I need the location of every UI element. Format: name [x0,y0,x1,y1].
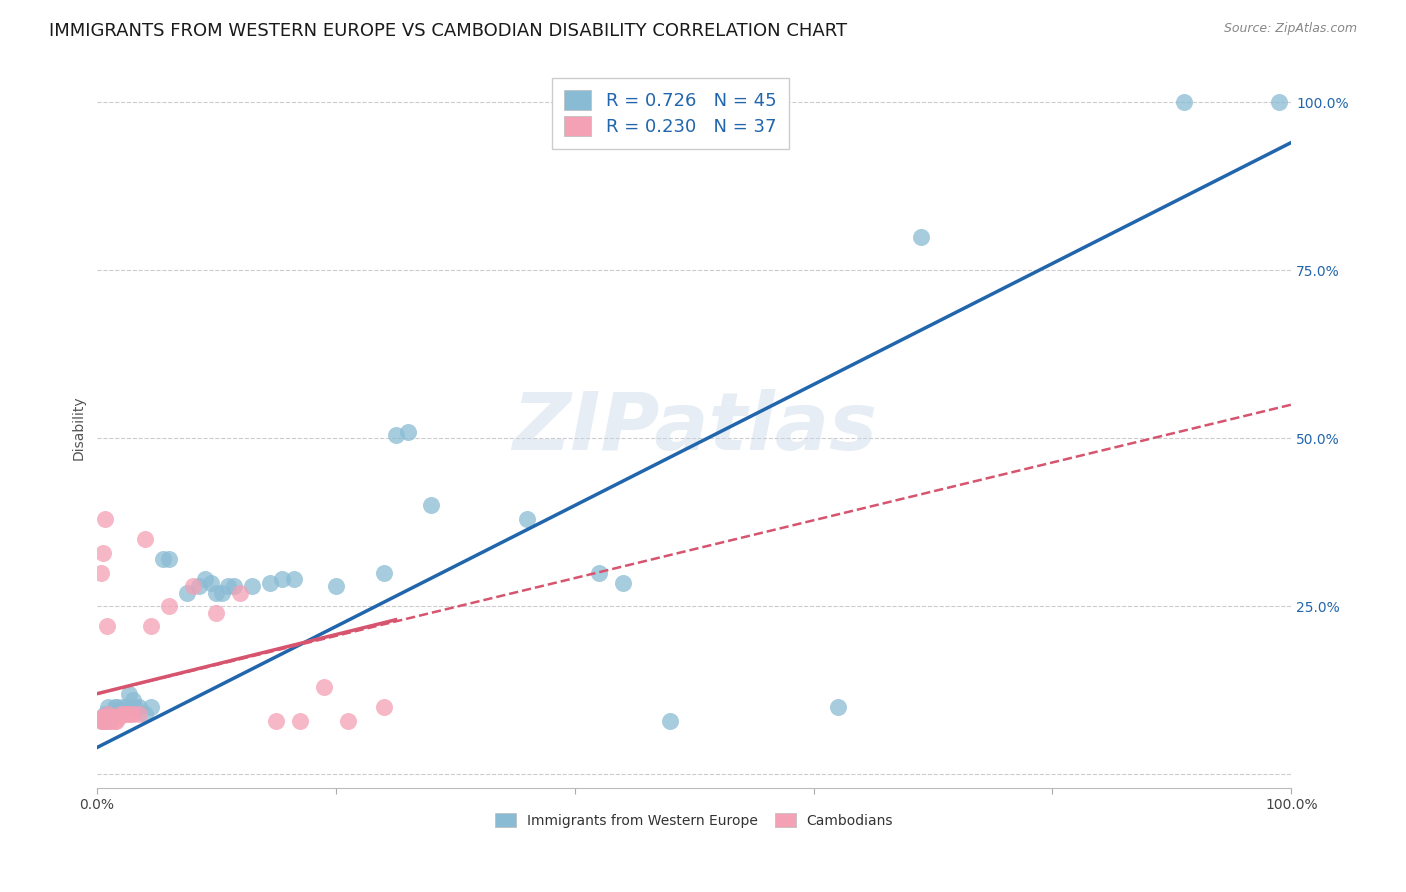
Point [90,714,112,728]
Point [224,579,246,593]
Point [105,710,128,724]
Point [120,706,142,721]
Point [93,710,115,724]
Point [103,706,125,721]
Point [157,552,180,566]
Point [107,710,129,724]
Point [100,706,122,721]
Point [97,700,120,714]
Point [100,714,122,728]
Point [1268,95,1291,109]
Point [101,710,124,724]
Point [588,566,610,580]
Point [128,700,150,714]
Point [134,532,156,546]
Point [90,710,112,724]
Point [139,619,162,633]
Point [264,714,287,728]
Point [96,714,118,728]
Point [139,700,162,714]
Point [205,586,228,600]
Point [107,704,129,718]
Point [96,619,118,633]
Point [94,714,117,728]
Point [259,575,281,590]
Point [98,714,121,728]
Point [152,552,174,566]
Point [115,700,138,714]
Point [283,573,305,587]
Point [118,687,141,701]
Point [112,700,135,714]
Point [91,545,114,559]
Point [420,499,443,513]
Point [98,706,121,721]
Point [176,586,198,600]
Point [240,579,263,593]
Point [122,706,145,721]
Point [124,700,146,714]
Point [205,606,228,620]
Point [181,579,204,593]
Text: IMMIGRANTS FROM WESTERN EUROPE VS CAMBODIAN DISABILITY CORRELATION CHART: IMMIGRANTS FROM WESTERN EUROPE VS CAMBOD… [49,22,848,40]
Point [134,706,156,721]
Point [115,706,138,721]
Point [612,575,634,590]
Point [157,599,180,614]
Point [91,714,114,728]
Point [516,512,538,526]
Point [910,229,932,244]
Point [312,680,335,694]
Point [90,566,112,580]
Point [384,428,406,442]
Point [110,706,132,721]
Point [217,579,239,593]
Point [103,710,125,724]
Point [94,512,117,526]
Point [110,704,132,718]
Point [94,706,117,721]
Point [193,573,215,587]
Text: Source: ZipAtlas.com: Source: ZipAtlas.com [1223,22,1357,36]
Point [122,693,145,707]
Point [105,700,128,714]
Y-axis label: Disability: Disability [72,396,86,460]
Point [325,579,347,593]
Point [128,706,150,721]
Point [211,586,233,600]
Text: ZIPatlas: ZIPatlas [512,389,877,467]
Point [105,714,128,728]
Point [1173,95,1195,109]
Point [659,714,682,728]
Point [112,706,135,721]
Point [200,575,222,590]
Point [187,579,209,593]
Point [373,700,395,714]
Point [104,700,127,714]
Point [104,714,127,728]
Point [396,425,419,439]
Point [229,586,252,600]
Point [98,710,121,724]
Point [288,714,311,728]
Point [97,706,120,721]
Legend: Immigrants from Western Europe, Cambodians: Immigrants from Western Europe, Cambodia… [488,806,900,835]
Point [271,573,294,587]
Point [91,714,114,728]
Point [336,714,359,728]
Point [373,566,395,580]
Point [827,700,849,714]
